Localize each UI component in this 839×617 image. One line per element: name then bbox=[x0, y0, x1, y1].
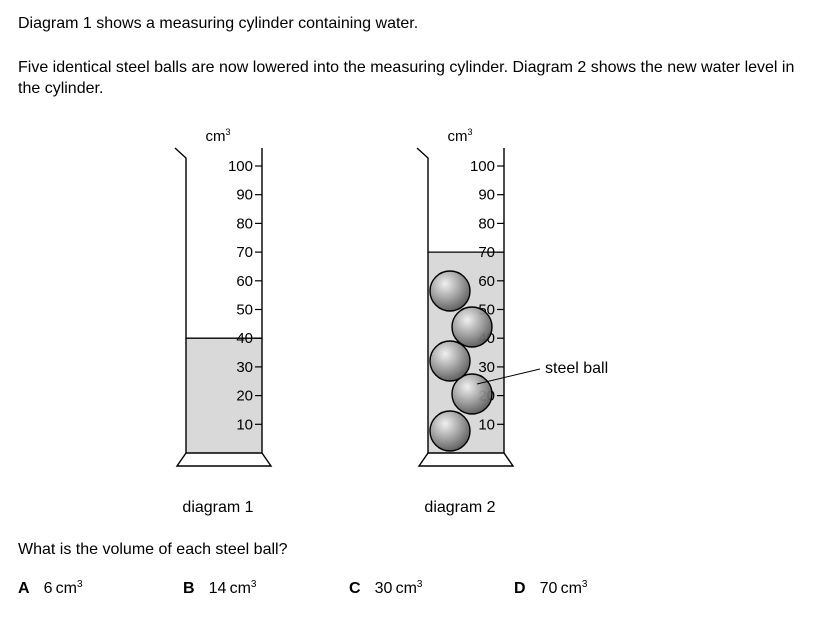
steel-ball-3 bbox=[429, 340, 471, 382]
steel-ball-2 bbox=[451, 373, 493, 415]
scale-2-label-60: 60 bbox=[478, 273, 495, 290]
scale-1-label-100: 100 bbox=[228, 158, 253, 175]
scale-1-label-30: 30 bbox=[236, 359, 253, 376]
scale-2-label-70: 70 bbox=[478, 244, 495, 261]
option-c-value: 30 bbox=[374, 580, 393, 597]
option-b[interactable]: B 14 cm3 bbox=[183, 579, 256, 599]
option-a-power: 3 bbox=[77, 579, 83, 590]
diagram-1-caption: diagram 1 bbox=[182, 499, 253, 516]
scale-2-label-100: 100 bbox=[470, 158, 495, 175]
steel-ball-4 bbox=[451, 306, 493, 348]
steel-ball-5 bbox=[429, 270, 471, 312]
option-d-value: 70 bbox=[539, 580, 558, 597]
scale-1: 100 90 80 70 60 50 40 30 20 10 bbox=[228, 158, 262, 433]
question-text: What is the volume of each steel ball? bbox=[18, 541, 288, 558]
diagram-2-caption: diagram 2 bbox=[424, 499, 495, 516]
scale-1-label-90: 90 bbox=[236, 187, 253, 204]
steel-balls bbox=[429, 270, 493, 452]
option-c[interactable]: C 30 cm3 bbox=[349, 579, 422, 599]
steel-ball-leader-line bbox=[476, 368, 541, 385]
option-b-power: 3 bbox=[250, 579, 257, 590]
option-d-power: 3 bbox=[581, 579, 588, 590]
option-b-letter: B bbox=[183, 580, 195, 597]
option-a-letter: A bbox=[18, 580, 30, 597]
scale-1-label-50: 50 bbox=[236, 302, 253, 319]
scale-1-label-20: 20 bbox=[236, 388, 253, 405]
scale-2-label-30: 30 bbox=[478, 359, 495, 376]
scale-2-label-90: 90 bbox=[478, 187, 495, 204]
option-a-value: 6 bbox=[43, 580, 53, 597]
option-d-letter: D bbox=[514, 580, 526, 597]
scale-1-label-80: 80 bbox=[236, 215, 253, 232]
intro-line-1: Diagram 1 shows a measuring cylinder con… bbox=[18, 15, 419, 32]
scale-2-label-10: 10 bbox=[478, 416, 495, 433]
steel-ball-1 bbox=[429, 410, 471, 452]
option-b-unit: cm bbox=[229, 580, 251, 597]
option-b-value: 14 bbox=[208, 580, 227, 597]
scale-1-label-60: 60 bbox=[236, 273, 253, 290]
steel-ball-label: steel ball bbox=[545, 360, 608, 377]
unit-label-1: cm3 bbox=[205, 127, 230, 145]
unit-label-2: cm3 bbox=[447, 127, 472, 145]
option-c-unit: cm bbox=[395, 580, 417, 597]
scale-1-label-70: 70 bbox=[236, 244, 253, 261]
option-c-power: 3 bbox=[416, 579, 423, 590]
water-1 bbox=[186, 338, 262, 453]
cylinder-2-base bbox=[417, 452, 515, 467]
scale-2-label-80: 80 bbox=[478, 215, 495, 232]
cylinder-1: 100 90 80 70 60 50 40 30 20 10 cm3 bbox=[174, 127, 273, 467]
option-a-unit: cm bbox=[55, 580, 77, 597]
scale-1-label-40: 40 bbox=[236, 330, 253, 347]
scale-1-label-10: 10 bbox=[236, 416, 253, 433]
option-d-unit: cm bbox=[560, 580, 582, 597]
option-c-letter: C bbox=[349, 580, 361, 597]
intro-line-2: Five identical steel balls are now lower… bbox=[18, 59, 795, 97]
cylinder-1-base bbox=[175, 452, 273, 467]
option-d[interactable]: D 70 cm3 bbox=[514, 579, 587, 599]
